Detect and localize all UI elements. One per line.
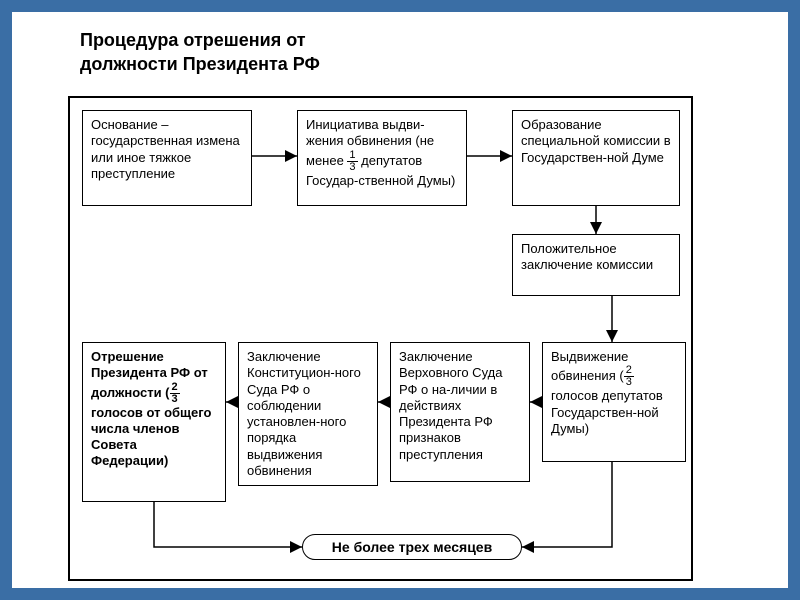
- node-initiative: Инициатива выдви-жения обвинения (не мен…: [297, 110, 467, 206]
- slide-frame: Процедура отрешения от должности Президе…: [0, 0, 800, 600]
- node-commission-positive: Положительное заключение комиссии: [512, 234, 680, 296]
- node-time-limit: Не более трех месяцев: [302, 534, 522, 560]
- node-supreme-court: Заключение Верховного Суда РФ о на-личии…: [390, 342, 530, 482]
- slide-title-line2: должности Президента РФ: [80, 54, 320, 75]
- slide-title-line1: Процедура отрешения от: [80, 30, 306, 51]
- node-removal: Отрешение Президента РФ от должности (23…: [82, 342, 226, 502]
- node-accusation: Выдвижение обвинения (23 голосов депутат…: [542, 342, 686, 462]
- node-basis: Основание – государственная измена или и…: [82, 110, 252, 206]
- node-commission-formation: Образование специальной комиссии в Госуд…: [512, 110, 680, 206]
- node-constitutional-court: Заключение Конституцион-ного Суда РФ о с…: [238, 342, 378, 486]
